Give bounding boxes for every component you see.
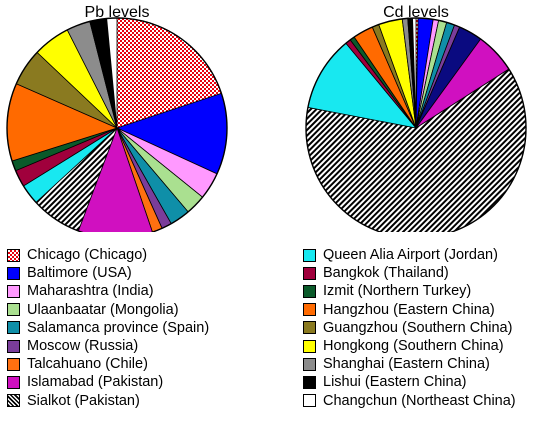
legend-item-talcahuano-chile: Talcahuano (Chile) xyxy=(7,355,209,373)
legend-item-bangkok-thailand: Bangkok (Thailand) xyxy=(303,264,516,282)
legend-label: Chicago (Chicago) xyxy=(27,247,148,263)
legend-swatch xyxy=(303,394,316,408)
legend-label: Moscow (Russia) xyxy=(27,337,139,354)
legend-swatch xyxy=(7,321,20,335)
legend-label: Queen Alia Airport (Jordan) xyxy=(323,247,498,263)
legend-swatch xyxy=(303,339,316,353)
legend-label: Guangzhou (Southern China) xyxy=(323,319,513,336)
legend-item-islamabad-pakistan: Islamabad (Pakistan) xyxy=(7,373,209,391)
pb-pie-outline xyxy=(6,17,228,232)
legend-item-guangzhou-southern-china: Guangzhou (Southern China) xyxy=(303,319,516,337)
legend-label: Talcahuano (Chile) xyxy=(27,356,148,373)
legend-item-maharashtra-india: Maharashtra (India) xyxy=(7,282,209,300)
legend-label: Maharashtra (India) xyxy=(27,283,154,300)
legend-item-izmit-northern-turkey: Izmit (Northern Turkey) xyxy=(303,282,516,300)
legend-label: Hangzhou (Eastern China) xyxy=(323,301,495,318)
legend-item-hongkong-southern-china: Hongkong (Southern China) xyxy=(303,337,516,355)
legend-item-chicago-chicago: Chicago (Chicago) xyxy=(7,246,209,264)
legend-label: Sialkot (Pakistan) xyxy=(27,392,140,409)
legend-label: Salamanca province (Spain) xyxy=(27,319,210,336)
legend-label: Changchun (Northeast China) xyxy=(323,392,516,409)
legend-item-lishui-eastern-china: Lishui (Eastern China) xyxy=(303,373,516,391)
pb-pie xyxy=(6,17,228,232)
legend-swatch xyxy=(303,357,316,371)
legend-right: Queen Alia Airport (Jordan) Bangkok (Thai… xyxy=(303,246,516,410)
legend-item-sialkot-pakistan: Sialkot (Pakistan) xyxy=(7,392,209,410)
legend-label: Baltimore (USA) xyxy=(27,265,132,282)
legend-swatch xyxy=(7,303,20,317)
legend-swatch xyxy=(7,375,20,389)
legend-swatch xyxy=(7,357,20,371)
legend-item-ulaanbaatar-mongolia: Ulaanbaatar (Mongolia) xyxy=(7,301,209,319)
legend-item-salamanca-province-spain: Salamanca province (Spain) xyxy=(7,319,209,337)
legend-swatch xyxy=(303,321,316,335)
legend-swatch xyxy=(7,248,20,262)
legend-item-hangzhou-eastern-china: Hangzhou (Eastern China) xyxy=(303,301,516,319)
cd-pie-title: Cd levels xyxy=(383,4,449,21)
legend-label: Izmit (Northern Turkey) xyxy=(323,283,472,300)
legend-label: Hongkong (Southern China) xyxy=(323,337,504,354)
legend-swatch xyxy=(303,303,316,317)
pb-pie-title: Pb levels xyxy=(85,4,150,21)
cd-pie xyxy=(305,17,527,232)
legend-swatch xyxy=(7,266,20,280)
legend-item-shanghai-eastern-china: Shanghai (Eastern China) xyxy=(303,355,516,373)
legend-swatch xyxy=(7,284,20,298)
legend-swatch xyxy=(303,266,316,280)
legend-item-changchun-northeast-china: Changchun (Northeast China) xyxy=(303,392,516,410)
legend-label: Bangkok (Thailand) xyxy=(323,265,449,282)
legend-label: Ulaanbaatar (Mongolia) xyxy=(27,301,179,318)
legend-label: Lishui (Eastern China) xyxy=(323,374,467,391)
legend-item-moscow-russia: Moscow (Russia) xyxy=(7,337,209,355)
legend-swatch xyxy=(303,284,316,298)
legend-swatch xyxy=(7,394,20,408)
cd-pie-outline xyxy=(305,17,527,232)
legend-label: Shanghai (Eastern China) xyxy=(323,356,490,373)
legend-swatch xyxy=(303,375,316,389)
legend-item-baltimore-usa: Baltimore (USA) xyxy=(7,264,209,282)
legend-item-queen-alia-airport-jordan: Queen Alia Airport (Jordan) xyxy=(303,246,516,264)
legend-label: Islamabad (Pakistan) xyxy=(27,374,164,391)
legend-swatch xyxy=(7,339,20,353)
legend-swatch xyxy=(303,248,316,262)
legend-left: Chicago (Chicago) Baltimore (USA) Maharash… xyxy=(7,246,209,410)
pie-charts: Pb levels Cd levels xyxy=(6,4,527,232)
